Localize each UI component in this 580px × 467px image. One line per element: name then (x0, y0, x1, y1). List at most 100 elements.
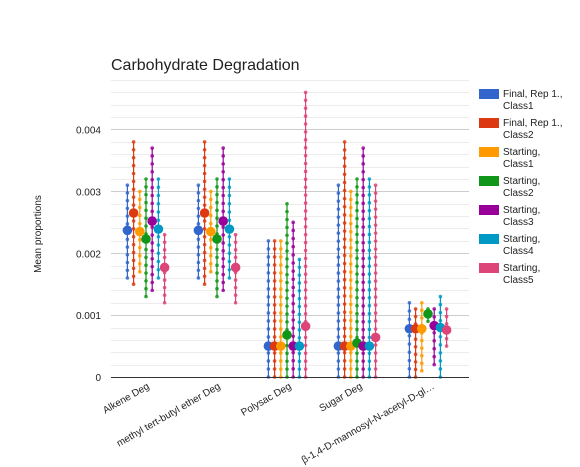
sample-point (215, 193, 219, 197)
sample-point (291, 237, 295, 241)
legend-item[interactable]: Starting,Class2 (479, 176, 540, 199)
sample-point (337, 183, 341, 187)
sample-point (408, 317, 412, 321)
sample-point (132, 282, 136, 286)
sample-point (304, 91, 308, 95)
sample-point (355, 217, 359, 221)
legend-item[interactable]: Starting,Class3 (479, 205, 540, 228)
sample-point (337, 311, 341, 315)
sample-point (132, 156, 136, 160)
sample-point (157, 260, 161, 264)
sample-point (304, 185, 308, 189)
sample-point (132, 188, 136, 192)
legend-item[interactable]: Starting,Class1 (479, 147, 540, 170)
sample-point (273, 327, 277, 331)
legend-item[interactable]: Starting,Class5 (479, 263, 540, 286)
mean-point[interactable] (206, 227, 216, 237)
mean-point[interactable] (365, 341, 375, 351)
mean-point[interactable] (154, 224, 164, 234)
sample-point (163, 278, 167, 282)
mean-point[interactable] (135, 227, 145, 237)
mean-point[interactable] (123, 226, 133, 236)
sample-point (273, 255, 277, 259)
sample-point (285, 367, 289, 371)
sample-point (298, 336, 302, 340)
mean-point[interactable] (129, 208, 139, 218)
sample-point (157, 251, 161, 255)
sample-point (267, 287, 271, 291)
mean-point[interactable] (218, 216, 228, 226)
sample-point (132, 243, 136, 247)
sample-point (126, 261, 130, 265)
mean-point[interactable] (194, 226, 204, 236)
sample-point (197, 253, 201, 257)
mean-point[interactable] (282, 330, 292, 340)
sample-point (138, 198, 142, 202)
mean-point[interactable] (417, 324, 427, 334)
sample-point (343, 156, 347, 160)
sample-point (337, 215, 341, 219)
mean-point[interactable] (160, 263, 170, 273)
x-tick-label: Polysac Deg (239, 381, 293, 419)
sample-point (291, 351, 295, 355)
sample-point (304, 304, 308, 308)
sample-point (215, 216, 219, 220)
sample-point (355, 233, 359, 237)
mean-point[interactable] (141, 234, 151, 244)
sample-point (203, 203, 207, 207)
sample-point (408, 309, 412, 313)
sample-point (304, 154, 308, 158)
sample-point (343, 310, 347, 314)
sample-point (445, 315, 449, 319)
sample-point (298, 258, 302, 262)
mean-point[interactable] (225, 224, 235, 234)
sample-point (374, 279, 378, 283)
sample-point (368, 225, 372, 229)
sample-point (349, 335, 353, 339)
series-5 (147, 146, 439, 379)
mean-point[interactable] (423, 309, 433, 319)
sample-point (273, 319, 277, 323)
sample-point (368, 209, 372, 213)
mean-point[interactable] (371, 333, 381, 343)
sample-point (221, 265, 225, 269)
sample-point (349, 319, 353, 323)
mean-point[interactable] (442, 325, 452, 335)
sample-point (361, 265, 365, 269)
mean-point[interactable] (200, 208, 210, 218)
legend-item[interactable]: Final, Rep 1.,Class2 (479, 118, 562, 141)
sample-point (157, 268, 161, 272)
sample-point (150, 146, 154, 150)
sample-point (267, 351, 271, 355)
sample-point (150, 154, 154, 158)
legend-label: Class2 (503, 188, 534, 199)
legend-item[interactable]: Starting,Class4 (479, 234, 540, 257)
sample-point (203, 164, 207, 168)
sample-point (267, 303, 271, 307)
sample-point (304, 98, 308, 102)
sample-point (215, 256, 219, 260)
sample-point (361, 312, 365, 316)
legend-item[interactable]: Final, Rep 1.,Class1 (479, 89, 562, 112)
legend-label: Class1 (503, 159, 534, 170)
sample-point (203, 227, 207, 231)
mean-point[interactable] (301, 321, 311, 331)
sample-point (445, 337, 449, 341)
sample-point (304, 312, 308, 316)
sample-point (215, 263, 219, 267)
sample-point (132, 172, 136, 176)
sample-point (298, 328, 302, 332)
sample-point (228, 210, 232, 214)
sample-point (138, 222, 142, 226)
mean-point[interactable] (212, 234, 222, 244)
mean-point[interactable] (295, 341, 305, 351)
sample-point (414, 368, 418, 372)
sample-point (349, 246, 353, 250)
mean-point[interactable] (147, 216, 157, 226)
sample-point (343, 294, 347, 298)
mean-point[interactable] (231, 263, 241, 273)
sample-point (197, 207, 201, 211)
sample-point (126, 191, 130, 195)
mean-point[interactable] (276, 341, 286, 351)
legend-swatch (479, 263, 499, 273)
